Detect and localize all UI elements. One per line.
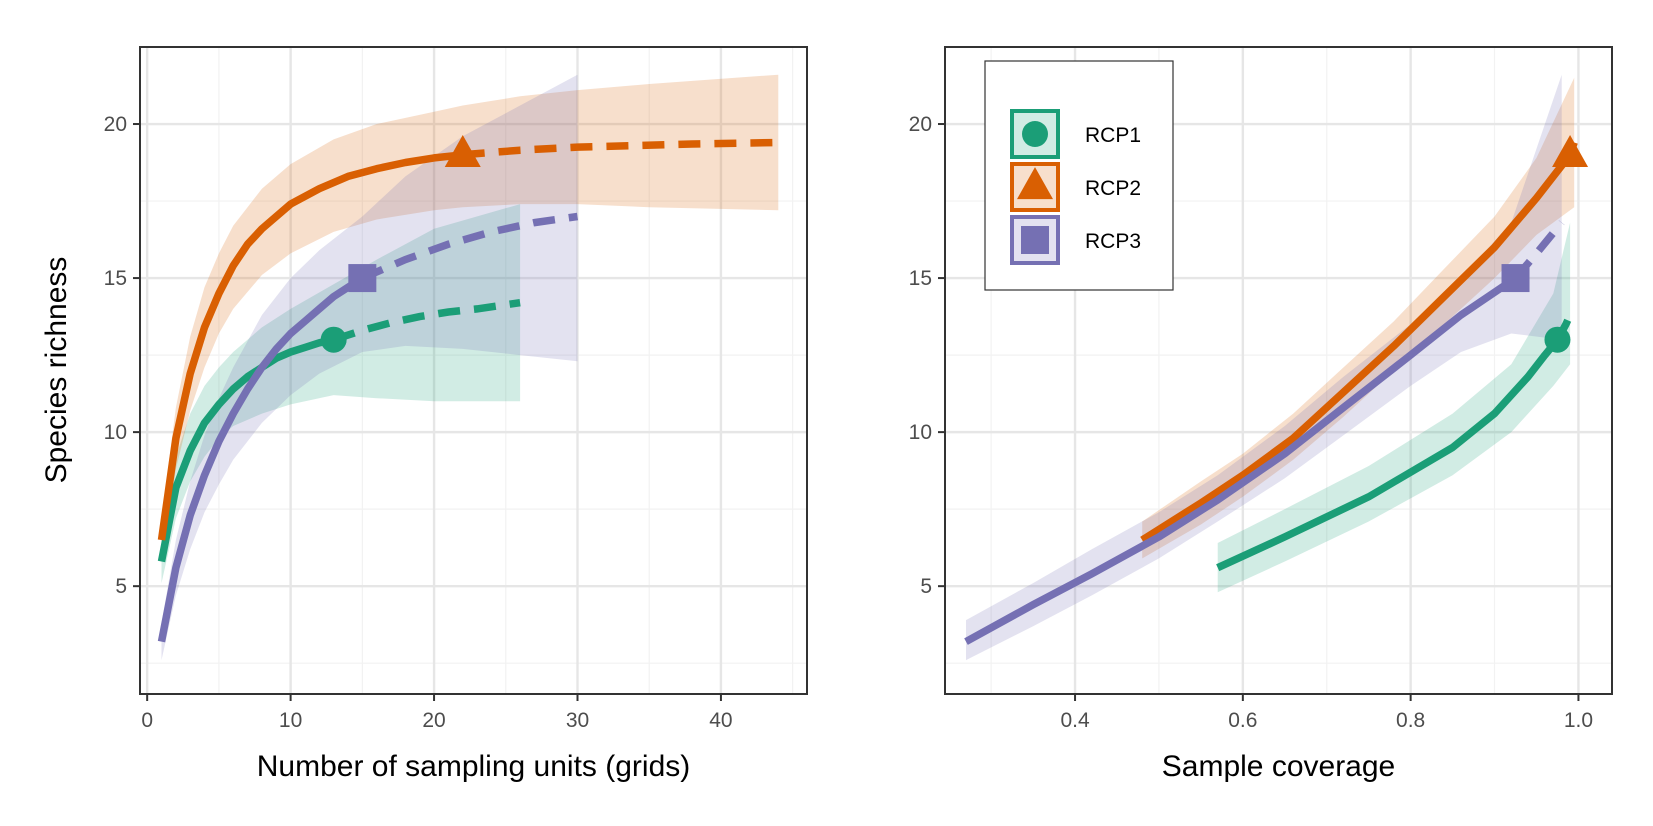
rarefaction-line-rcp1 — [157, 336, 335, 563]
rarefaction-line-rcp2 — [1140, 152, 1574, 544]
rarefaction-line-rcp3 — [157, 274, 365, 643]
observed-point-rcp3 — [348, 264, 377, 293]
y-tick-label: 5 — [115, 575, 127, 598]
x-tick-label: 10 — [279, 709, 302, 732]
legend-box — [984, 60, 1174, 291]
x-tick-label: 40 — [709, 709, 732, 732]
observed-point-rcp2 — [1552, 134, 1589, 167]
x-tick-label: 1.0 — [1564, 709, 1593, 732]
observed-point-rcp1 — [1544, 326, 1571, 353]
y-tick-label: 5 — [920, 575, 932, 598]
legend-label-rcp2: RCP2 — [1085, 177, 1141, 200]
x-axis-title: Number of sampling units (grids) — [257, 750, 691, 783]
x-tick-label: 30 — [566, 709, 589, 732]
x-tick-label: 0.4 — [1060, 709, 1090, 732]
x-tick-label: 20 — [422, 709, 445, 732]
y-tick-label: 10 — [909, 421, 932, 444]
ci-band-rcp1 — [1217, 222, 1571, 593]
x-tick-label: 0.8 — [1396, 709, 1425, 732]
legend-marker-rcp1 — [1022, 121, 1048, 147]
y-tick-label: 20 — [909, 113, 932, 136]
observed-point-rcp2 — [444, 134, 481, 167]
ci-band-rcp3 — [161, 74, 578, 661]
y-tick-label: 15 — [909, 267, 932, 290]
ci-band-rcp3 — [966, 74, 1562, 661]
panel-border — [944, 46, 1613, 695]
y-tick-label: 20 — [104, 113, 127, 136]
x-tick-label: 0.6 — [1228, 709, 1257, 732]
y-axis-title: Species richness — [40, 257, 73, 484]
x-tick-label: 0 — [141, 709, 153, 732]
extrapolation-line-rcp3 — [360, 212, 579, 282]
legend-marker-rcp2 — [1017, 167, 1053, 200]
extrapolation-line-rcp1 — [332, 298, 521, 344]
x-axis-title: Sample coverage — [1162, 750, 1395, 783]
y-tick-label: 10 — [104, 421, 127, 444]
observed-point-rcp3 — [1501, 264, 1530, 293]
y-tick-label: 15 — [104, 267, 127, 290]
legend-marker-rcp3 — [1021, 226, 1049, 254]
ci-band-rcp2 — [161, 74, 779, 562]
legend-label-rcp3: RCP3 — [1085, 230, 1141, 253]
left-panel: 0 10 20 30 40 5 10 15 20 Number of sampling units… — [104, 46, 808, 783]
rarefaction-line-rcp1 — [1216, 337, 1561, 572]
legend-label-rcp1: RCP1 — [1085, 124, 1141, 147]
rarefaction-line-rcp2 — [157, 151, 464, 541]
legend: RCP1 RCP2 RCP3 — [984, 60, 1174, 291]
rarefaction-line-rcp3 — [964, 274, 1518, 645]
observed-point-rcp1 — [320, 326, 347, 353]
extrapolation-line-rcp2 — [462, 138, 779, 159]
ci-band-rcp1 — [161, 204, 521, 584]
panel-border — [139, 46, 808, 695]
